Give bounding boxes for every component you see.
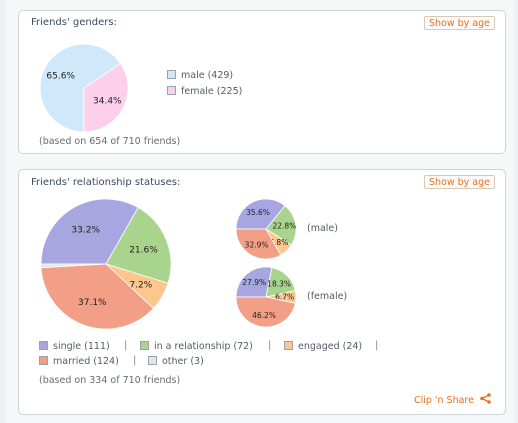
male-pie-label: (male) [307,223,338,234]
legend-separator: | [133,355,137,366]
gender-show-by-age-button[interactable]: Show by age [423,16,495,30]
share-icon [480,393,491,404]
legend-label-other: other (3) [162,356,204,367]
relationship-panel: Friends' relationship statuses: Show by … [18,169,506,415]
legend-label-male: male (429) [181,70,234,81]
legend-label-in-relationship: in a relationship (72) [154,341,253,352]
gender-panel-title: Friends' genders: [31,17,117,28]
legend-swatch-single [39,341,48,350]
legend-swatch-in-relationship [140,341,149,350]
legend-separator: | [375,340,379,351]
clip-n-share-link[interactable]: Clip 'n Share [414,393,491,406]
legend-item-female: female (225) [167,86,242,97]
relationship-show-by-age-button[interactable]: Show by age [423,175,495,189]
legend-separator: | [124,340,128,351]
legend-separator: | [268,340,272,351]
clip-n-share-label: Clip 'n Share [413,395,474,406]
gender-note: (based on 654 of 710 friends) [39,136,181,147]
legend-item-in-relationship: in a relationship (72) [140,341,253,352]
legend-swatch-female [167,86,176,95]
legend-swatch-engaged [284,341,293,350]
legend-item-male: male (429) [167,70,233,81]
legend-label-female: female (225) [181,86,243,97]
legend-swatch-other [148,356,157,365]
legend-item-other: other (3) [148,356,204,367]
relationship-note: (based on 334 of 710 friends) [39,375,181,386]
legend-label-engaged: engaged (24) [298,341,363,352]
legend-label-single: single (111) [53,341,110,352]
legend-item-engaged: engaged (24) [284,341,362,352]
gender-panel: Friends' genders: Show by age male (429)… [18,10,506,154]
female-pie-label: (female) [307,291,348,302]
legend-swatch-married [39,356,48,365]
legend-item-married: married (124) [39,356,119,367]
legend-item-single: single (111) [39,341,110,352]
relationship-panel-title: Friends' relationship statuses: [31,177,181,188]
legend-swatch-male [167,70,176,79]
legend-label-married: married (124) [53,356,119,367]
